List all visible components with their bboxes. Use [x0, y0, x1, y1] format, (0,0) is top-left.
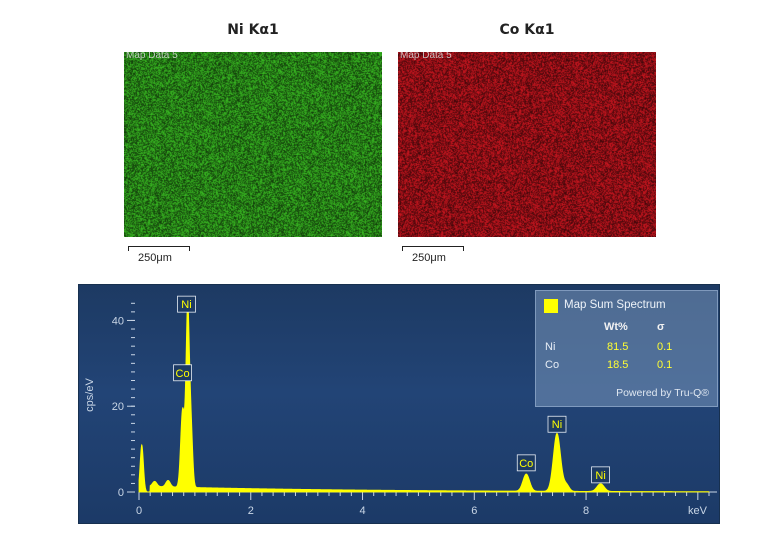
- legend-row-sigma: 0.1: [657, 359, 673, 371]
- peak-label: Ni: [181, 299, 191, 311]
- co-map-title: Co Kα1: [499, 22, 555, 38]
- y-tick-label: 20: [112, 401, 124, 413]
- ni-element-map[interactable]: Map Data 5: [124, 52, 382, 237]
- x-tick-label: 6: [471, 505, 477, 517]
- peak-label-box: [177, 295, 196, 313]
- ni-scale-label: 250μm: [138, 252, 172, 264]
- spectrum-curve: [138, 299, 710, 493]
- scale-bar-line: [402, 246, 464, 251]
- peak-label-box: [516, 454, 536, 472]
- ni-map-label: Map Data 5: [126, 52, 178, 61]
- legend-header-sigma: σ: [657, 321, 665, 333]
- legend-row-wt: 81.5: [607, 341, 629, 353]
- co-element-map[interactable]: Map Data 5: [398, 52, 656, 237]
- y-tick-label: 40: [112, 315, 124, 327]
- y-tick-label: 0: [118, 487, 124, 499]
- y-axis-label: cps/eV: [84, 378, 96, 412]
- x-tick-label: 0: [136, 505, 142, 517]
- ni-map-title: Ni Kα1: [227, 22, 279, 38]
- co-map-image: [398, 52, 656, 237]
- legend-row-element: Co: [545, 359, 560, 371]
- peak-label-box: [591, 466, 610, 484]
- co-scale-label: 250μm: [412, 252, 446, 264]
- powered-by-text: Powered by Tru-Q®: [616, 387, 709, 399]
- legend-header-wt: Wt%: [604, 321, 628, 333]
- spectrum-legend: Map Sum Spectrum Wt% σ Ni 81.5 0.1 Co 18…: [535, 290, 718, 407]
- x-tick-label: 8: [583, 505, 589, 517]
- scale-bar-line: [128, 246, 190, 251]
- x-axis-label: keV: [688, 505, 708, 517]
- legend-swatch: [544, 299, 558, 313]
- co-scale-bar: 250μm: [402, 246, 464, 264]
- peak-label-box: [173, 364, 192, 382]
- spectrum-chart[interactable]: 0 20 40 cps/eV 0 2 4 6 8 keV Ni Co Ni Co Ni Map Sum Sp…: [78, 284, 720, 524]
- peak-label-box: [547, 415, 567, 433]
- legend-row-wt: 18.5: [607, 359, 629, 371]
- co-map-label: Map Data 5: [400, 52, 452, 61]
- peak-label: Ni: [595, 470, 605, 482]
- x-tick-label: 2: [248, 505, 254, 517]
- legend-row-element: Ni: [545, 341, 556, 353]
- peak-label: Co: [519, 458, 533, 470]
- ni-map-image: [124, 52, 382, 237]
- x-tick-label: 4: [359, 505, 365, 517]
- ni-scale-bar: 250μm: [128, 246, 190, 264]
- legend-row-sigma: 0.1: [657, 341, 673, 353]
- peak-label: Ni: [552, 419, 562, 431]
- legend-title: Map Sum Spectrum: [564, 299, 666, 311]
- peak-label: Co: [176, 368, 190, 380]
- spectrum-plot: 0 20 40 cps/eV 0 2 4 6 8 keV Ni Co Ni Co Ni: [84, 295, 717, 517]
